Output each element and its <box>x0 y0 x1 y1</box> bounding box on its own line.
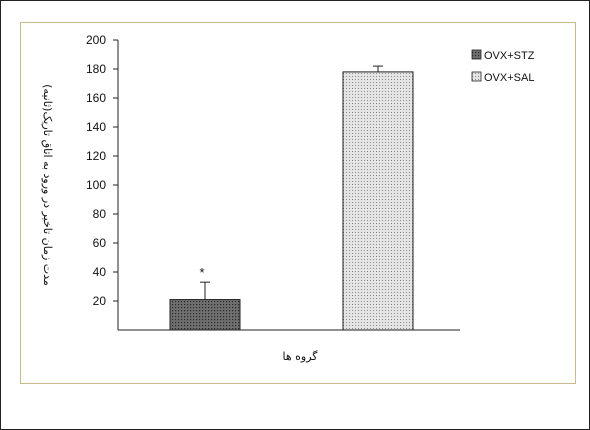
legend: OVX+STZ OVX+SAL <box>471 49 535 84</box>
legend-swatch <box>471 71 482 82</box>
y-tick-label: 160 <box>86 91 106 105</box>
y-tick-label: 100 <box>86 178 106 192</box>
bar-ovx-stz <box>169 299 241 331</box>
y-tick-label: 180 <box>86 62 106 76</box>
y-tick-label: 80 <box>93 207 107 221</box>
y-axis-title: مدت زمان تاخیر در ورود به اتاق تاریک(ثان… <box>41 84 54 286</box>
legend-label: OVX+STZ <box>484 50 535 62</box>
y-tick-label: 20 <box>93 294 107 308</box>
y-tick-label: 120 <box>86 149 106 163</box>
y-tick-label: 60 <box>93 236 107 250</box>
chart-panel <box>20 22 576 384</box>
y-tick-label: 140 <box>86 120 106 134</box>
y-tick-label: 40 <box>93 265 107 279</box>
significance-marker: * <box>199 265 204 280</box>
x-axis-title: گروه ها <box>282 350 318 363</box>
y-axis: 20 40 60 80 100 120 140 160 180 200 <box>86 33 119 330</box>
bar-ovx-sal <box>342 71 414 331</box>
legend-label: OVX+SAL <box>484 72 534 84</box>
y-tick-label: 200 <box>86 33 106 47</box>
legend-swatch <box>471 49 482 60</box>
y-ticks: 20 40 60 80 100 120 140 160 180 200 <box>86 33 118 308</box>
bars: * <box>169 65 414 331</box>
